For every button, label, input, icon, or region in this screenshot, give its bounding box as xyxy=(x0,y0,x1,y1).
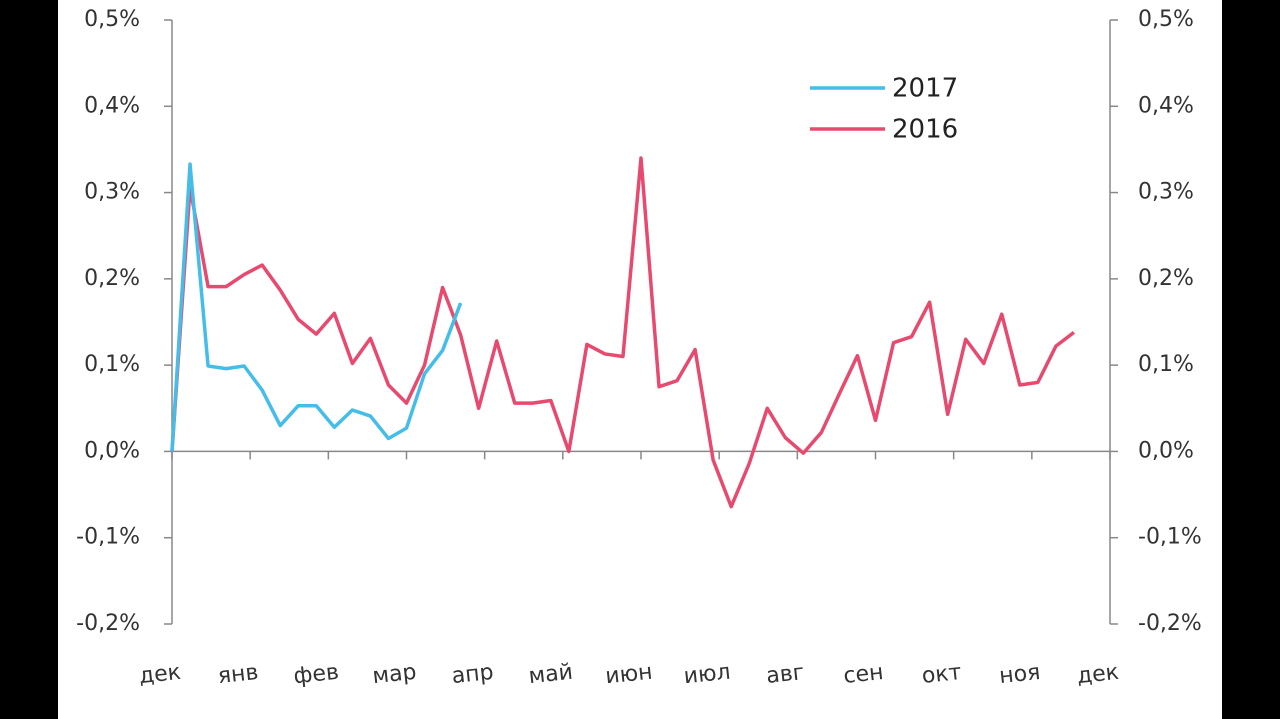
y-tick-label: 0,0% xyxy=(84,438,140,463)
y2-tick-label: 0,3% xyxy=(1138,180,1194,205)
x-tick-label: июл xyxy=(682,660,731,690)
x-tick-label: сен xyxy=(842,660,884,689)
x-tick-label: ноя xyxy=(998,660,1041,689)
line-series xyxy=(170,156,1075,509)
legend-label: 2016 xyxy=(892,115,958,145)
x-tick-label: июн xyxy=(604,660,654,690)
y2-tick-label: 0,2% xyxy=(1138,266,1194,291)
line-series xyxy=(170,162,463,452)
x-tick-label: янв xyxy=(217,660,260,689)
x-tick-label: фев xyxy=(292,660,340,690)
y-tick-label: 0,4% xyxy=(84,93,140,118)
x-tick-label: окт xyxy=(921,660,963,689)
y2-tick-label: -0,1% xyxy=(1138,525,1202,550)
y-tick-label: 0,1% xyxy=(84,352,140,377)
x-tick-label: авг xyxy=(765,660,805,689)
y-tick-label: 0,3% xyxy=(84,180,140,205)
x-tick-label: мар xyxy=(371,660,417,689)
x-tick-label: май xyxy=(527,660,574,690)
y2-tick-label: -0,2% xyxy=(1138,611,1202,636)
y2-tick-label: 0,5% xyxy=(1138,7,1194,32)
y-tick-label: 0,5% xyxy=(84,7,140,32)
legend-label: 2017 xyxy=(892,74,958,104)
x-tick-label: дек xyxy=(1076,660,1120,689)
y-tick-label: -0,2% xyxy=(76,611,140,636)
y2-tick-label: 0,1% xyxy=(1138,352,1194,377)
y-tick-label: -0,1% xyxy=(76,525,140,550)
y-tick-label: 0,2% xyxy=(84,266,140,291)
y2-tick-label: 0,0% xyxy=(1138,438,1194,463)
x-tick-label: апр xyxy=(451,660,495,689)
x-tick-label: дек xyxy=(138,660,182,689)
y2-tick-label: 0,4% xyxy=(1138,93,1194,118)
background xyxy=(58,0,1222,719)
